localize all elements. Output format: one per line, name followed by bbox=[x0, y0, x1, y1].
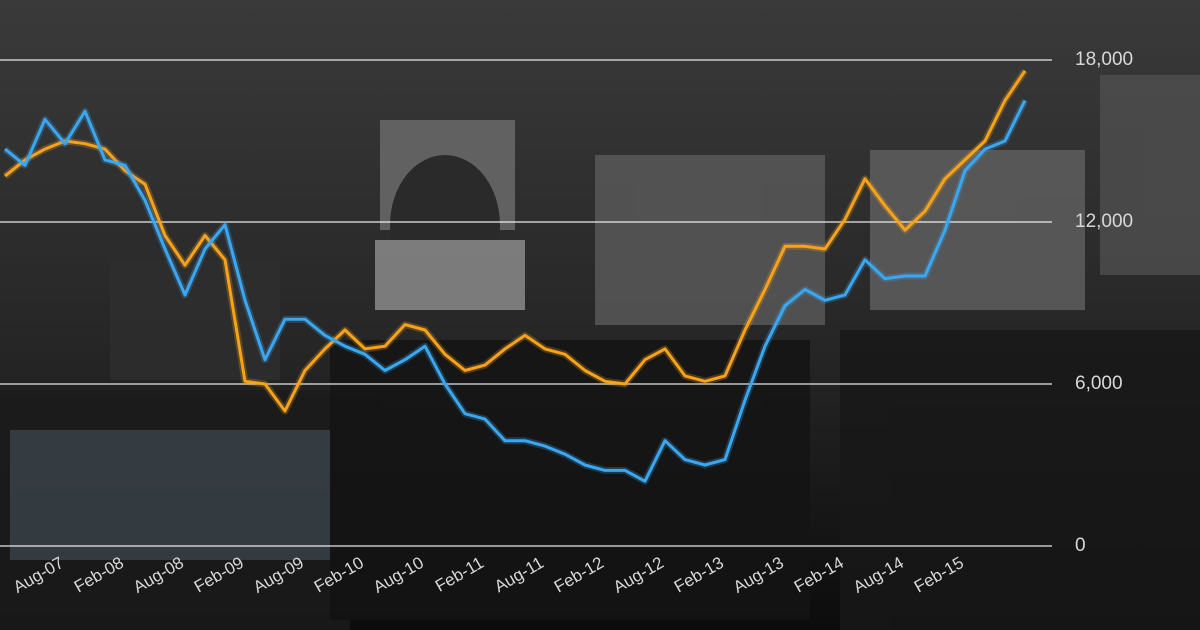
y-tick-label: 6,000 bbox=[1075, 373, 1123, 394]
series-line bbox=[4, 99, 1027, 483]
y-tick-label: 12,000 bbox=[1075, 211, 1133, 232]
y-tick-label: 0 bbox=[1075, 535, 1086, 556]
y-tick-label: 18,000 bbox=[1075, 49, 1133, 70]
series-line bbox=[4, 69, 1027, 413]
backdrop bbox=[0, 75, 1200, 630]
